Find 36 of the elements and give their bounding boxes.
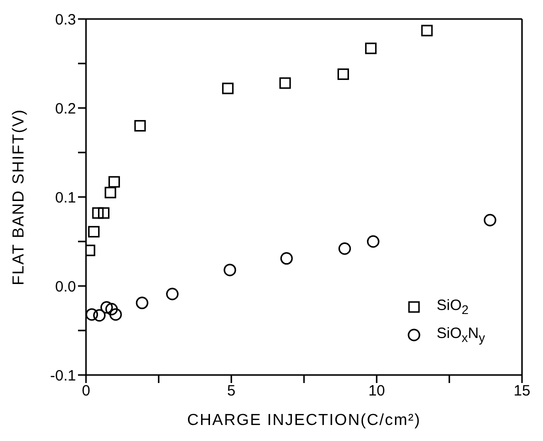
x-tick-label: 0 xyxy=(82,382,90,400)
point xyxy=(337,68,349,80)
point xyxy=(421,24,433,36)
y-tick-label: 0.1 xyxy=(55,189,76,206)
point xyxy=(280,252,293,265)
y-axis-title: FLAT BAND SHIFT(V) xyxy=(10,108,28,286)
point xyxy=(166,288,179,300)
point xyxy=(136,296,148,310)
point xyxy=(98,207,110,219)
x-tick-label: 5 xyxy=(227,382,236,400)
point xyxy=(366,235,380,248)
point xyxy=(86,308,98,321)
legend-label: SiO$_{2}$ xyxy=(436,297,469,317)
point xyxy=(134,120,146,132)
x-tick-label: 10 xyxy=(368,382,386,400)
point xyxy=(100,301,113,314)
point xyxy=(88,226,100,238)
point xyxy=(484,214,496,226)
point xyxy=(279,77,291,89)
legend-label: SiO$_{x}$N$_{y}$ xyxy=(436,325,485,345)
point xyxy=(338,242,351,255)
point xyxy=(108,176,120,188)
point xyxy=(222,82,234,94)
y-tick-label: 0.0 xyxy=(55,278,76,296)
point xyxy=(109,308,122,321)
x-tick-label: 15 xyxy=(514,382,530,400)
point xyxy=(224,264,236,276)
point xyxy=(105,302,118,316)
y-tick-label: 0.2 xyxy=(55,100,76,118)
point xyxy=(365,42,377,54)
point xyxy=(104,186,116,198)
x-axis-title: CHARGE INJECTION(C/cm²) xyxy=(187,412,421,429)
y-tick-label: 0.3 xyxy=(55,11,76,28)
point xyxy=(92,207,104,219)
y-tick-label: -0.1 xyxy=(50,367,76,384)
point xyxy=(93,309,106,322)
